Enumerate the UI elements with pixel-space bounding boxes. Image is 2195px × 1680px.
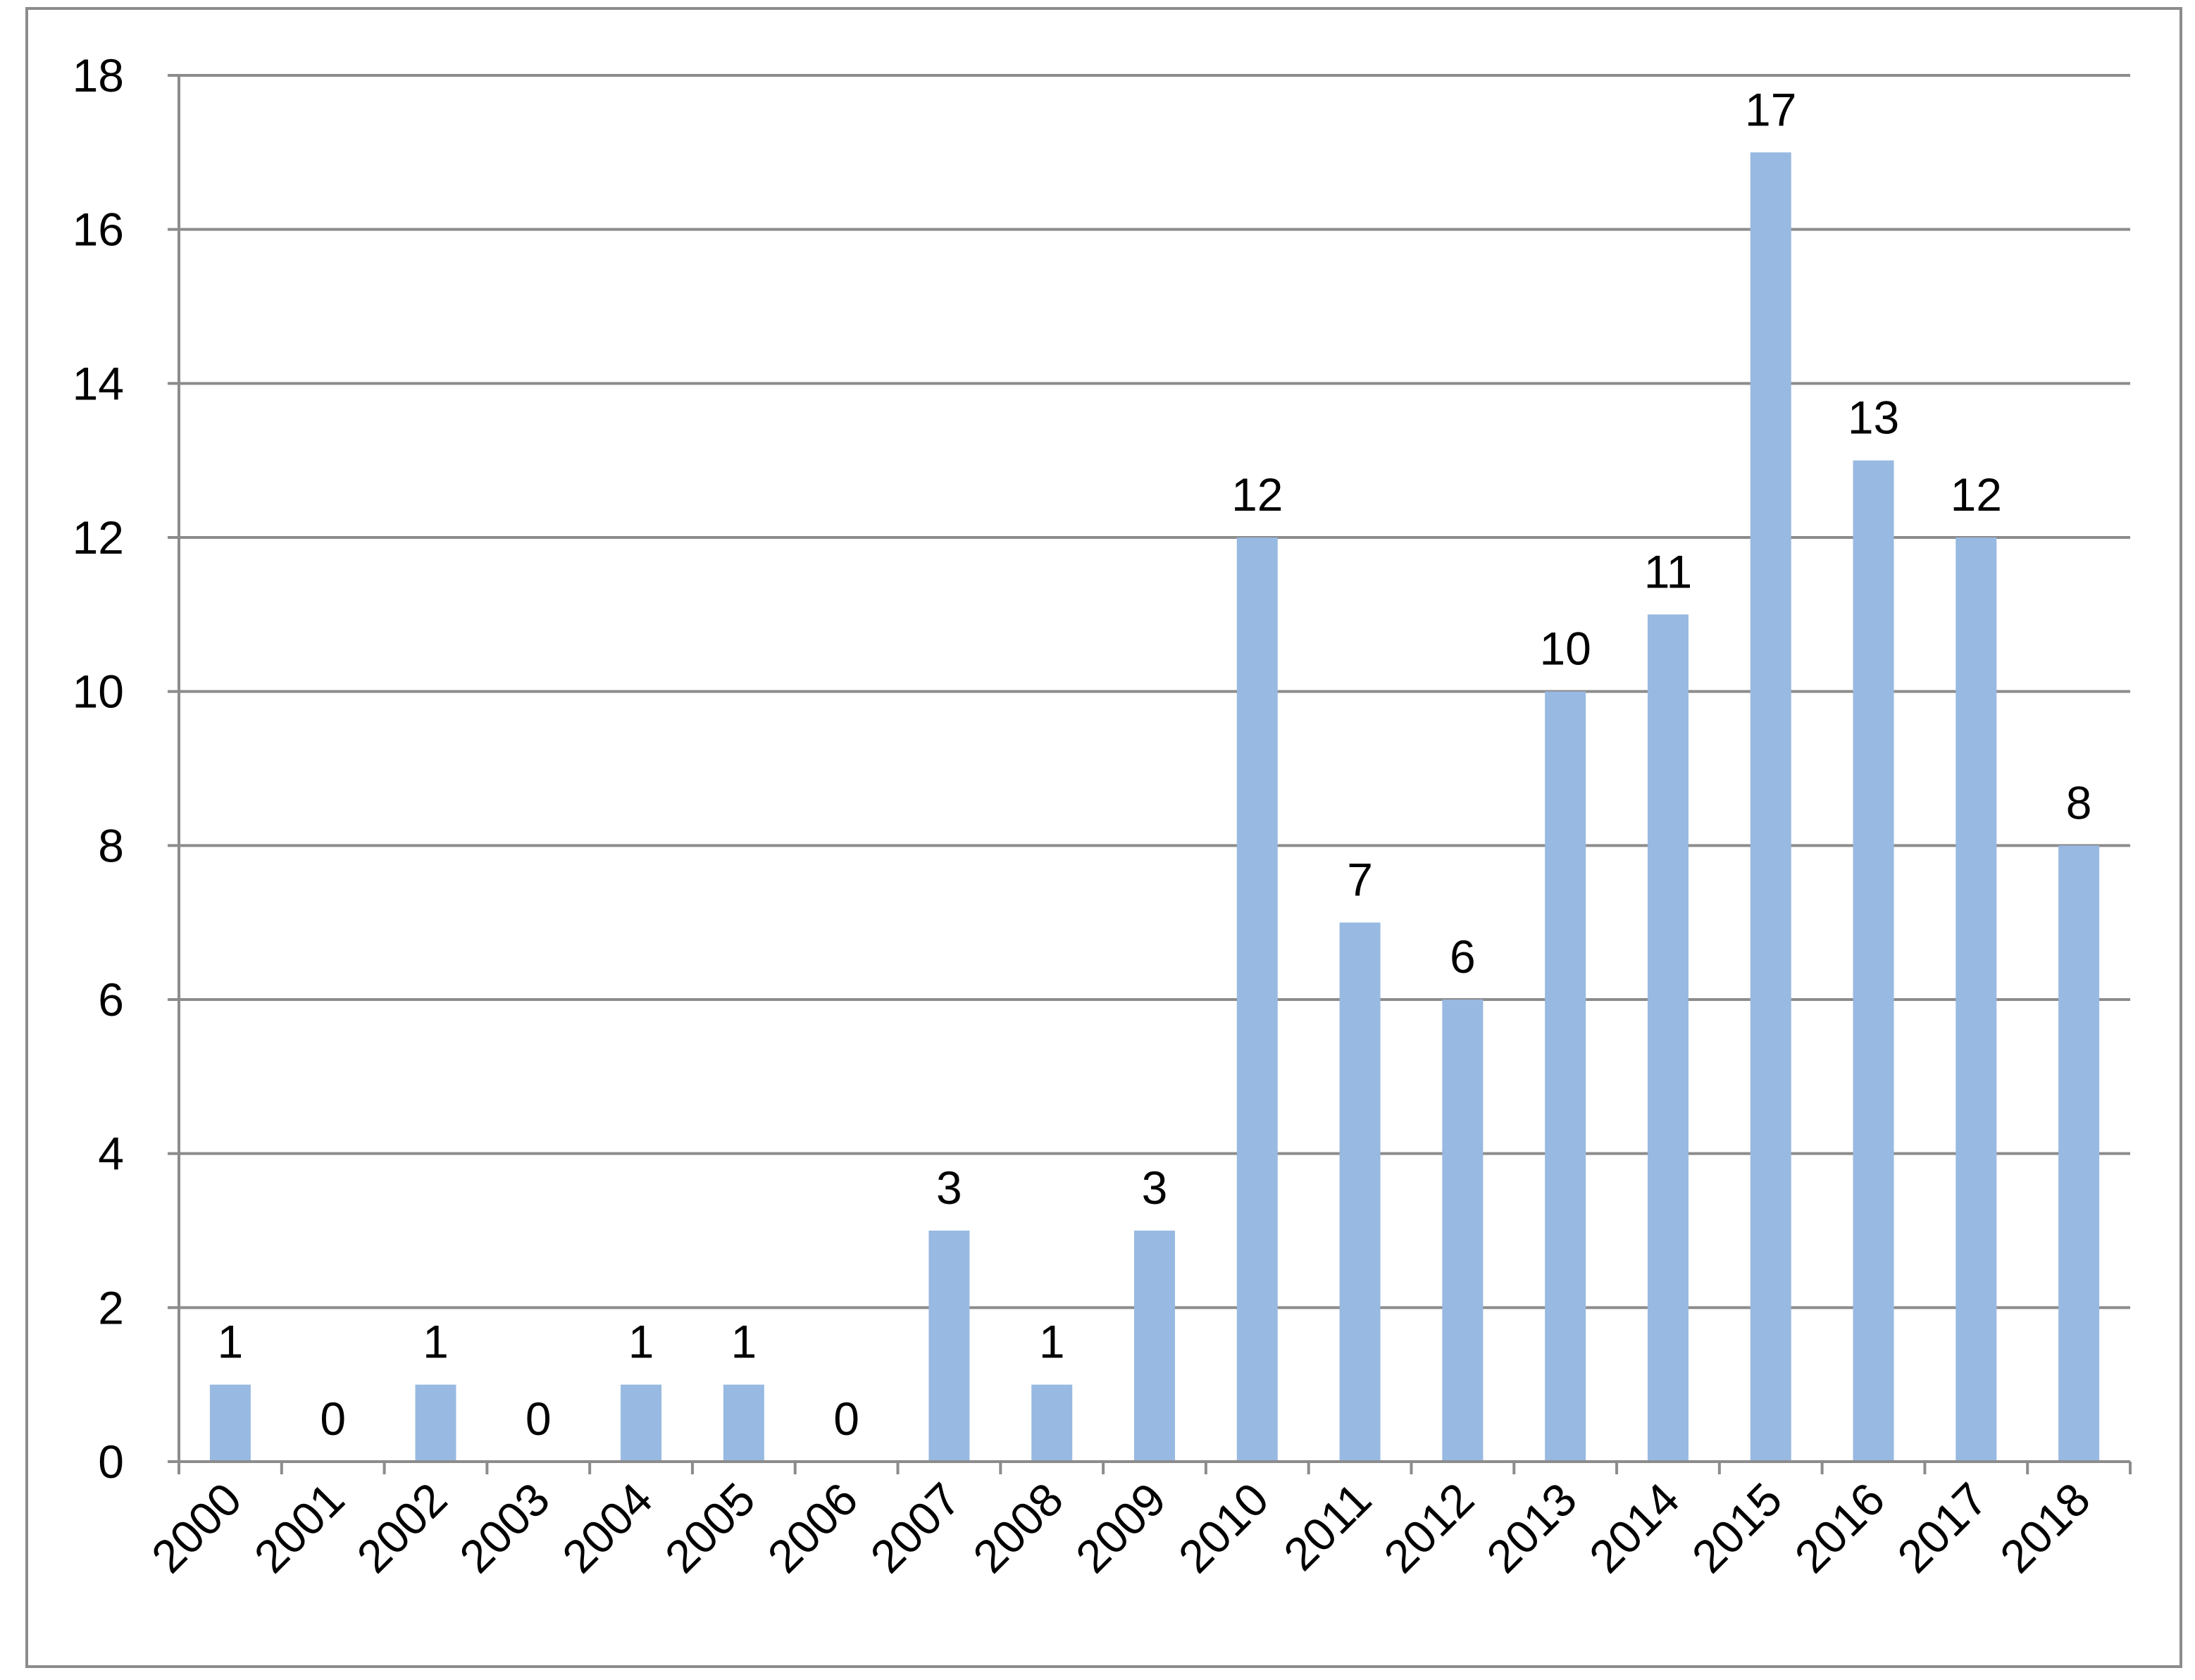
- y-tick-label-8: 8: [98, 819, 124, 871]
- x-tick-label-2008: 2008: [963, 1473, 1073, 1583]
- bar-2005: [723, 1384, 764, 1462]
- data-label-2007: 3: [936, 1162, 962, 1214]
- x-tick-label-2018: 2018: [1990, 1473, 2100, 1583]
- bar-2009: [1134, 1231, 1175, 1462]
- data-label-2018: 8: [2066, 776, 2092, 828]
- bar-2008: [1031, 1384, 1073, 1462]
- data-label-2009: 3: [1142, 1162, 1168, 1214]
- bar-2015: [1750, 152, 1791, 1462]
- x-tick-label-2010: 2010: [1169, 1473, 1279, 1583]
- data-label-2015: 17: [1745, 83, 1796, 135]
- bar-2002: [415, 1384, 456, 1462]
- y-tick-label-16: 16: [73, 204, 124, 256]
- x-tick-label-2006: 2006: [757, 1473, 867, 1583]
- y-tick-label-18: 18: [73, 49, 124, 101]
- x-tick-label-2003: 2003: [449, 1473, 559, 1583]
- x-tick-label-2011: 2011: [1274, 1473, 1381, 1581]
- bar-2013: [1545, 691, 1586, 1462]
- data-label-2012: 6: [1450, 931, 1476, 983]
- y-tick-label-0: 0: [98, 1436, 124, 1488]
- data-label-2014: 11: [1644, 545, 1693, 597]
- bar-2010: [1236, 537, 1278, 1462]
- y-tick-label-10: 10: [73, 666, 124, 718]
- data-label-2011: 7: [1347, 854, 1373, 906]
- bar-2000: [209, 1384, 251, 1462]
- bar-2016: [1853, 460, 1894, 1462]
- y-tick-label-6: 6: [98, 973, 124, 1026]
- chart-frame: [25, 7, 2182, 1668]
- data-label-2003: 0: [526, 1393, 552, 1445]
- x-tick-label-2005: 2005: [655, 1473, 765, 1583]
- y-tick-label-4: 4: [98, 1128, 124, 1180]
- x-tick-label-2016: 2016: [1784, 1473, 1894, 1583]
- data-label-2001: 0: [320, 1393, 346, 1445]
- bar-2004: [621, 1384, 662, 1462]
- x-tick-label-2002: 2002: [347, 1473, 456, 1583]
- x-tick-label-2012: 2012: [1374, 1473, 1484, 1583]
- x-tick-label-2007: 2007: [860, 1473, 970, 1583]
- x-tick-label-2001: 2001: [244, 1473, 354, 1583]
- x-tick-label-2014: 2014: [1579, 1473, 1689, 1583]
- x-tick-label-2013: 2013: [1476, 1473, 1586, 1583]
- bar-2014: [1647, 614, 1689, 1462]
- data-label-2017: 12: [1951, 468, 2002, 521]
- data-label-2005: 1: [730, 1316, 757, 1368]
- data-label-2013: 10: [1539, 623, 1591, 675]
- bar-2018: [2058, 845, 2100, 1462]
- data-label-2000: 1: [218, 1316, 244, 1368]
- bar-2011: [1339, 922, 1381, 1462]
- data-label-2006: 0: [833, 1393, 859, 1445]
- data-label-2016: 13: [1848, 392, 1899, 444]
- y-tick-label-12: 12: [73, 511, 124, 564]
- x-tick-label-2017: 2017: [1887, 1473, 1997, 1583]
- x-tick-label-2000: 2000: [142, 1473, 251, 1583]
- data-label-2010: 12: [1231, 468, 1283, 521]
- bar-2007: [928, 1231, 970, 1462]
- x-tick-label-2009: 2009: [1066, 1473, 1176, 1583]
- y-tick-label-2: 2: [98, 1281, 124, 1333]
- y-tick-label-14: 14: [73, 357, 124, 409]
- data-label-2004: 1: [628, 1316, 654, 1368]
- data-label-2002: 1: [423, 1316, 449, 1368]
- bar-2017: [1955, 537, 1997, 1462]
- bar-2012: [1442, 1000, 1484, 1462]
- data-label-2008: 1: [1039, 1316, 1065, 1368]
- x-tick-label-2004: 2004: [552, 1473, 662, 1583]
- x-tick-label-2015: 2015: [1681, 1473, 1791, 1583]
